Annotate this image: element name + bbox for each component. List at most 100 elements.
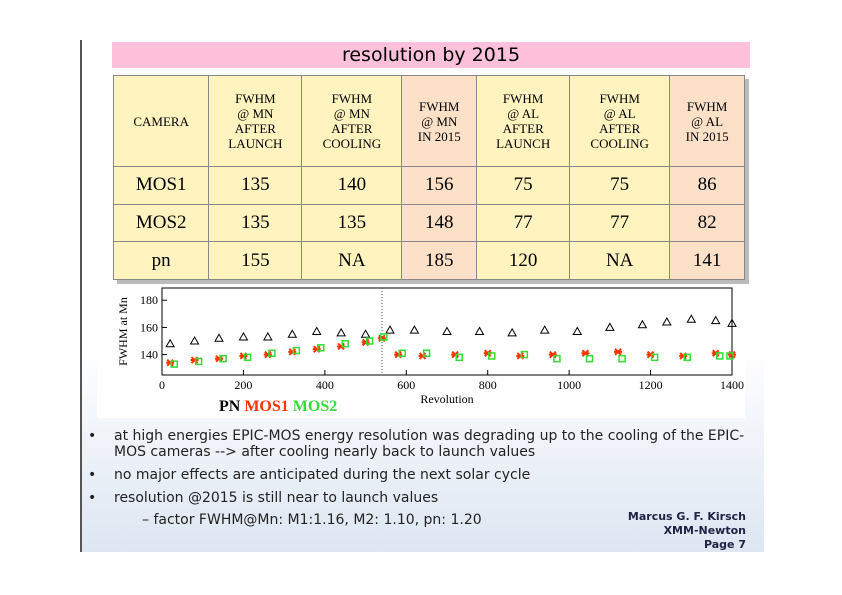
point xyxy=(604,322,615,331)
cell: 140 xyxy=(301,166,403,205)
cell: MOS1 xyxy=(112,166,210,205)
cell: 77 xyxy=(476,203,571,243)
point xyxy=(488,352,496,360)
plot-frame xyxy=(161,287,733,376)
header-row: CAMERA FWHM @ MN AFTER LAUNCH FWHM @ MN AF… xyxy=(112,75,745,167)
slide-title: resolution by 2015 xyxy=(112,42,750,68)
legend-entry: MOS1 xyxy=(244,398,288,415)
x-tick-label: 800 xyxy=(479,378,497,392)
author: Marcus G. F. Kirsch xyxy=(627,510,746,523)
x-tick-label: 1000 xyxy=(557,378,581,392)
bullet-text: at high energies EPIC-MOS energy resolut… xyxy=(114,428,745,460)
point xyxy=(422,349,431,357)
x-tick-label: 0 xyxy=(159,378,165,392)
y-tick-label: 140 xyxy=(140,348,158,362)
x-axis-label: Revolution xyxy=(420,392,473,406)
cell: 141 xyxy=(669,241,745,280)
cell: 185 xyxy=(401,241,478,280)
y-axis-label: FWHM at Mn xyxy=(116,297,130,366)
cell: MOS2 xyxy=(112,203,210,243)
point xyxy=(341,339,349,348)
point xyxy=(238,331,249,341)
point xyxy=(442,326,452,335)
point xyxy=(716,352,724,360)
footer: Marcus G. F. Kirsch XMM-Newton Page 7 xyxy=(600,510,746,552)
point xyxy=(661,316,672,326)
x-tick-label: 1200 xyxy=(639,378,663,392)
point xyxy=(710,315,721,325)
x-tick-label: 600 xyxy=(397,378,415,392)
legend-entry: PN xyxy=(219,398,241,415)
point xyxy=(683,353,691,362)
point xyxy=(398,349,406,357)
cell: 135 xyxy=(301,203,403,243)
point xyxy=(262,331,273,341)
bullets: at high energies EPIC-MOS energy resolut… xyxy=(86,428,756,535)
cell: 75 xyxy=(569,166,671,205)
point xyxy=(507,327,518,337)
point xyxy=(585,354,594,363)
column-header: FWHM @ MN AFTER LAUNCH xyxy=(208,75,303,167)
point xyxy=(520,350,529,359)
column-header: FWHM @ AL AFTER LAUNCH xyxy=(476,75,571,167)
point xyxy=(165,338,176,348)
point xyxy=(214,333,224,342)
point xyxy=(219,354,227,363)
point xyxy=(243,353,252,362)
cell: pn xyxy=(112,241,210,280)
cell: NA xyxy=(569,241,671,280)
cell: 86 xyxy=(669,166,745,205)
point xyxy=(365,337,374,345)
point xyxy=(686,314,697,323)
y-tick-label: 180 xyxy=(140,293,158,307)
bullet: resolution @2015 is still near to launch… xyxy=(86,490,756,528)
bullet-text: resolution @2015 is still near to launch… xyxy=(114,490,439,506)
column-header: FWHM @ AL AFTER COOLING xyxy=(569,75,671,167)
row: MOS2 135 135 148 77 77 82 xyxy=(112,203,745,243)
point xyxy=(194,357,203,366)
point xyxy=(474,326,485,335)
point xyxy=(336,327,347,337)
point xyxy=(637,319,648,329)
x-tick-label: 200 xyxy=(234,378,252,392)
cell: 155 xyxy=(208,241,303,280)
cell: NA xyxy=(301,241,403,280)
point xyxy=(539,325,550,334)
x-tick-label: 1400 xyxy=(720,378,744,392)
column-header: CAMERA xyxy=(112,75,210,167)
point xyxy=(189,336,200,345)
column-header: FWHM @ MN AFTER COOLING xyxy=(301,75,403,167)
y-tick-label: 160 xyxy=(140,320,158,334)
chart: 140 160 180 0 200 400 600 800 1000 1200 1400 Revolu… xyxy=(116,287,744,415)
bullet-text: no major effects are anticipated during … xyxy=(114,467,531,483)
mission: XMM-Newton xyxy=(663,524,746,537)
cell: 156 xyxy=(401,166,478,205)
cell: 82 xyxy=(669,203,745,243)
point xyxy=(455,353,463,362)
column-header: FWHM @ MN IN 2015 xyxy=(401,75,478,167)
cell: 135 xyxy=(208,166,303,205)
sub-list: factor FWHM@Mn: M1:1.16, M2: 1.10, pn: 1… xyxy=(114,512,756,528)
point xyxy=(618,354,626,363)
cell: 135 xyxy=(208,203,303,243)
point xyxy=(360,329,371,338)
cell: 77 xyxy=(569,203,671,243)
point xyxy=(268,349,276,357)
point xyxy=(727,318,737,327)
point xyxy=(215,354,223,363)
sub-bullet: factor FWHM@Mn: M1:1.16, M2: 1.10, pn: 1… xyxy=(142,512,756,528)
row: MOS1 135 140 156 75 75 86 xyxy=(112,166,745,205)
point xyxy=(292,346,301,355)
bullet: at high energies EPIC-MOS energy resolut… xyxy=(86,428,756,460)
column-header: FWHM @ AL IN 2015 xyxy=(669,75,745,167)
point xyxy=(380,333,388,341)
point xyxy=(548,350,557,359)
point xyxy=(385,325,395,334)
table: CAMERA FWHM @ MN AFTER LAUNCH FWHM @ MN AF… xyxy=(112,75,745,280)
point xyxy=(726,352,734,360)
row: pn 155 NA 185 120 NA 141 xyxy=(112,241,745,280)
x-tick-label: 400 xyxy=(316,378,334,392)
point xyxy=(650,353,659,362)
legend-entry: MOS2 xyxy=(293,398,337,415)
